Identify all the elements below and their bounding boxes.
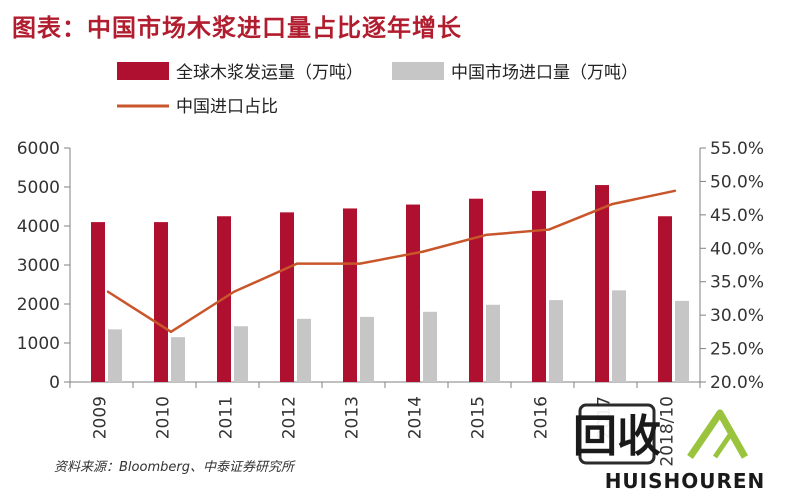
axes: 0 1000 2000 3000 4000 5000 6000 20.0% 25.0% 30.0%… (17, 139, 764, 467)
y-right-tick-label: 55.0% (710, 139, 764, 159)
y-left-tick-label: 3000 (17, 256, 60, 276)
legend-label-ratio: 中国进口占比 (176, 97, 278, 117)
y-left-tick-label: 2000 (17, 295, 60, 315)
bar-global (469, 198, 483, 382)
bar-global (595, 185, 609, 382)
line-point (232, 290, 236, 293)
legend-label-global: 全球木浆发运量（万吨） (176, 63, 363, 83)
line-point (358, 262, 362, 265)
bar-china (423, 311, 437, 382)
line-point (295, 262, 299, 265)
legend-swatch-global (117, 62, 169, 80)
y-left-tick-label: 6000 (17, 139, 60, 159)
y-left-tick-label: 4000 (17, 217, 60, 237)
line-point (106, 290, 110, 293)
x-tick-label: 2013 (343, 396, 363, 439)
bar-global (280, 212, 294, 382)
x-tick-label: 2010 (154, 396, 174, 439)
bar-china (360, 316, 374, 382)
bar-china (486, 304, 500, 382)
chart-title: 图表：中国市场木浆进口量占比逐年增长 (12, 13, 462, 42)
line-series (106, 189, 677, 334)
y-left-tick-label: 1000 (17, 334, 60, 354)
x-tick-label: 2018/10 (658, 396, 678, 467)
legend-label-china: 中国市场进口量（万吨） (451, 63, 638, 83)
y-left-tick-label: 0 (49, 373, 60, 393)
y-right-tick-label: 45.0% (710, 206, 764, 226)
line-point (610, 202, 614, 206)
bar-china (108, 329, 122, 382)
y-right-tick-label: 30.0% (710, 306, 764, 326)
legend-swatch-china (392, 62, 444, 80)
bar-china (675, 300, 689, 382)
y-right-tick-label: 50.0% (710, 172, 764, 192)
y-right-tick-label: 40.0% (710, 239, 764, 259)
line-point (169, 330, 173, 334)
y-left-tick-label: 5000 (17, 178, 60, 198)
bar-china (297, 318, 311, 382)
x-tick-label: 2016 (532, 396, 552, 439)
bar-china (234, 326, 248, 382)
x-tick-label: 2009 (91, 396, 111, 439)
x-tick-label: 2011 (217, 396, 237, 439)
y-right-tick-label: 35.0% (710, 273, 764, 293)
bar-china (171, 337, 185, 382)
x-tick-label: 2014 (406, 396, 426, 439)
y-right-tick-label: 20.0% (710, 373, 764, 393)
y-right-tick-label: 25.0% (710, 340, 764, 360)
line-point (547, 228, 551, 231)
bar-global (532, 190, 546, 382)
bar-global (658, 216, 672, 382)
bar-china (612, 290, 626, 382)
x-tick-label: 2015 (469, 396, 489, 439)
line-point (484, 233, 488, 237)
source-note: 资料来源：Bloomberg、中泰证券研究所 (54, 460, 294, 475)
bar-global (343, 208, 357, 382)
bar-global (154, 222, 168, 382)
bars (91, 185, 689, 382)
x-tick-label: 2012 (280, 396, 300, 439)
line-point (673, 189, 677, 192)
watermark-logo: 回收 HUISHOUREN (573, 403, 766, 493)
bar-china (549, 300, 563, 382)
bar-global (91, 222, 105, 382)
watermark-text-sub: HUISHOUREN (605, 469, 766, 493)
legend: 全球木浆发运量（万吨） 中国市场进口量（万吨） 中国进口占比 (117, 62, 638, 117)
line-ratio (107, 189, 676, 334)
watermark-text-main: 回收 (573, 411, 661, 462)
bar-global (406, 204, 420, 382)
line-point (421, 250, 425, 253)
